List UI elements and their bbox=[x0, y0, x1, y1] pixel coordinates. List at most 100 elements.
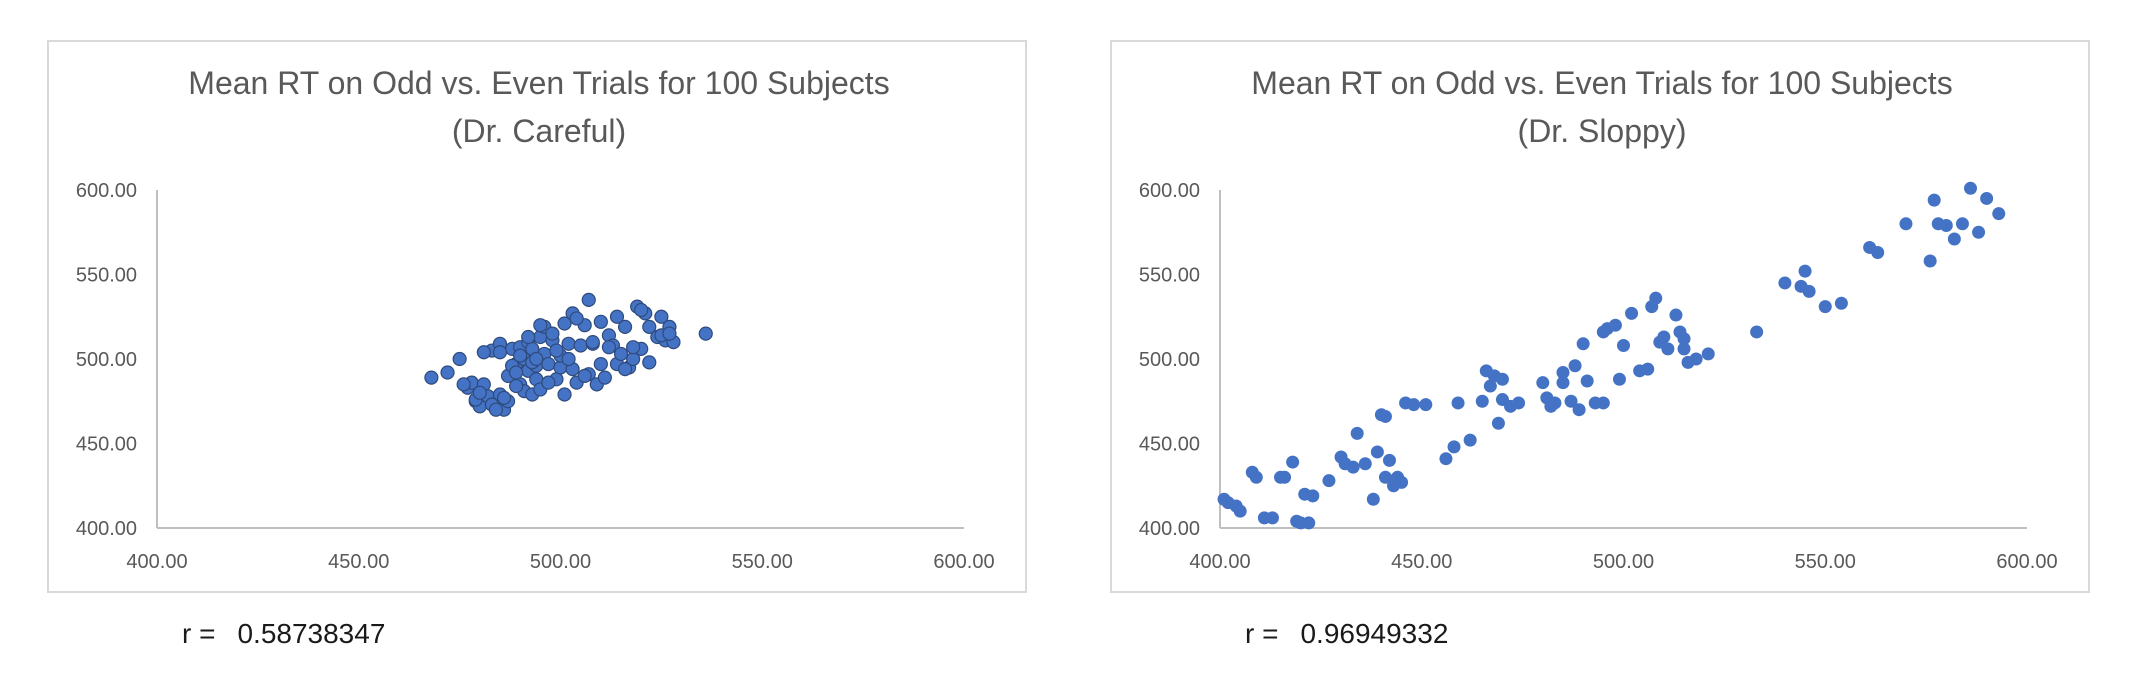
data-point bbox=[1568, 359, 1582, 373]
correlation-prefix: r = bbox=[1245, 618, 1279, 649]
data-point bbox=[1512, 396, 1526, 410]
data-point bbox=[1927, 193, 1941, 207]
chart-subtitle: (Dr. Careful) bbox=[452, 113, 626, 149]
data-point bbox=[1794, 279, 1808, 293]
data-point bbox=[1366, 492, 1380, 506]
data-point bbox=[557, 387, 572, 402]
data-point bbox=[577, 368, 592, 383]
data-point bbox=[509, 378, 524, 394]
data-point bbox=[476, 345, 491, 360]
data-point bbox=[1625, 306, 1639, 320]
data-point bbox=[1302, 516, 1316, 530]
data-point bbox=[1483, 379, 1497, 393]
data-point bbox=[424, 370, 439, 385]
y-tick-label: 450.00 bbox=[76, 434, 137, 456]
data-point bbox=[557, 316, 572, 331]
data-point bbox=[642, 319, 657, 334]
data-point bbox=[1657, 330, 1671, 344]
data-point bbox=[472, 385, 487, 400]
data-point bbox=[585, 335, 600, 350]
data-point bbox=[1992, 207, 2006, 221]
x-tick-label: 450.00 bbox=[328, 551, 389, 573]
correlation-value: 0.96949332 bbox=[1300, 618, 1449, 649]
chart-panel-careful: Mean RT on Odd vs. Even Trials for 100 S… bbox=[47, 40, 1027, 593]
data-point bbox=[1689, 352, 1703, 366]
x-tick-label: 500.00 bbox=[530, 551, 591, 573]
data-point bbox=[1612, 372, 1626, 386]
data-point bbox=[1419, 398, 1433, 412]
data-point bbox=[617, 319, 633, 334]
data-point bbox=[456, 377, 471, 392]
data-point bbox=[1556, 366, 1570, 380]
data-point bbox=[545, 326, 560, 341]
data-point bbox=[601, 340, 617, 355]
correlation-value: 0.58738347 bbox=[237, 618, 386, 649]
data-point bbox=[1580, 374, 1594, 388]
data-point bbox=[626, 340, 641, 355]
data-point bbox=[1955, 217, 1969, 231]
data-point bbox=[1338, 457, 1352, 471]
data-point bbox=[1491, 416, 1505, 430]
data-point bbox=[452, 351, 467, 367]
data-point bbox=[1923, 254, 1937, 268]
data-point bbox=[1778, 276, 1792, 290]
data-point bbox=[1964, 181, 1978, 195]
data-point bbox=[1576, 337, 1590, 351]
y-tick-label: 550.00 bbox=[1139, 265, 1200, 287]
y-tick-label: 600.00 bbox=[1139, 180, 1200, 202]
data-point bbox=[634, 302, 649, 318]
x-tick-label: 450.00 bbox=[1391, 551, 1452, 573]
data-point bbox=[1286, 455, 1300, 469]
data-point bbox=[1669, 308, 1683, 322]
data-point bbox=[1407, 398, 1421, 412]
data-point bbox=[1447, 440, 1461, 454]
y-tick-label: 400.00 bbox=[1139, 518, 1200, 540]
x-tick-label: 500.00 bbox=[1593, 551, 1654, 573]
data-point bbox=[561, 351, 576, 367]
x-tick-label: 600.00 bbox=[1996, 551, 2057, 573]
chart-title: Mean RT on Odd vs. Even Trials for 100 S… bbox=[188, 65, 889, 101]
data-point bbox=[1564, 394, 1578, 408]
data-point bbox=[654, 309, 669, 324]
data-point bbox=[1750, 325, 1764, 339]
data-point bbox=[617, 362, 633, 377]
data-point bbox=[1495, 372, 1509, 386]
data-point bbox=[1608, 318, 1622, 332]
data-point bbox=[573, 338, 588, 353]
data-point bbox=[1661, 342, 1675, 356]
y-tick-label: 500.00 bbox=[76, 349, 137, 371]
data-point bbox=[1798, 264, 1812, 278]
data-point bbox=[521, 329, 536, 345]
data-point bbox=[509, 365, 524, 380]
x-tick-label: 400.00 bbox=[126, 551, 187, 573]
data-point bbox=[1834, 296, 1848, 310]
data-point bbox=[698, 326, 713, 341]
data-point bbox=[529, 351, 544, 367]
data-point bbox=[593, 356, 608, 372]
chart-title: Mean RT on Odd vs. Even Trials for 100 S… bbox=[1251, 65, 1952, 101]
data-point bbox=[561, 336, 576, 351]
correlation-careful: r = 0.58738347 bbox=[182, 618, 385, 650]
x-tick-label: 550.00 bbox=[732, 551, 793, 573]
data-point bbox=[1378, 470, 1392, 484]
data-point bbox=[1451, 396, 1465, 410]
data-point bbox=[1596, 396, 1610, 410]
y-tick-label: 600.00 bbox=[76, 180, 137, 202]
data-point bbox=[1947, 232, 1961, 246]
data-point bbox=[1249, 470, 1263, 484]
data-point bbox=[1972, 225, 1986, 239]
data-point bbox=[1677, 332, 1691, 346]
data-point bbox=[1536, 376, 1550, 390]
data-point bbox=[496, 390, 512, 405]
data-point bbox=[1378, 409, 1392, 423]
chart-subtitle: (Dr. Sloppy) bbox=[1518, 113, 1687, 149]
data-point bbox=[1265, 511, 1279, 525]
data-point bbox=[1939, 218, 1953, 232]
y-tick-label: 400.00 bbox=[76, 518, 137, 540]
data-point bbox=[1556, 376, 1570, 390]
data-point bbox=[642, 355, 657, 370]
data-point bbox=[1818, 300, 1832, 314]
data-point bbox=[533, 318, 548, 333]
correlation-prefix: r = bbox=[182, 618, 216, 649]
data-point bbox=[1322, 474, 1336, 488]
